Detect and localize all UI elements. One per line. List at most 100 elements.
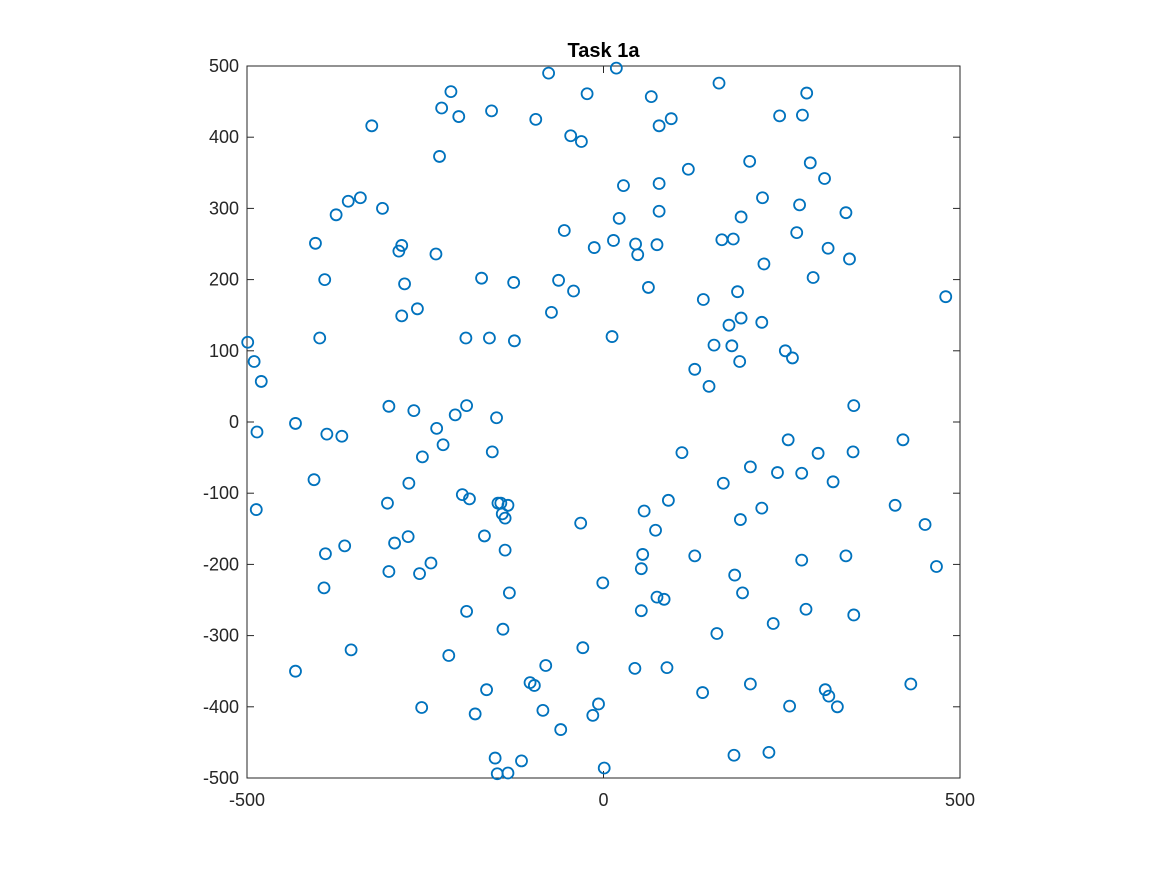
data-point — [249, 503, 263, 516]
data-point — [250, 425, 264, 439]
data-point — [733, 355, 747, 368]
data-point — [413, 567, 426, 581]
data-point — [576, 641, 590, 655]
data-point — [650, 590, 664, 604]
data-point — [743, 460, 757, 474]
data-point — [628, 661, 642, 675]
data-point — [605, 330, 619, 343]
data-point — [382, 565, 396, 578]
data-point — [536, 703, 550, 717]
data-point — [636, 548, 650, 561]
data-point — [515, 754, 528, 768]
data-point — [609, 61, 623, 75]
data-point — [688, 362, 702, 376]
data-point — [490, 411, 503, 425]
data-point — [557, 224, 571, 237]
data-point — [847, 608, 861, 622]
data-point — [696, 686, 710, 699]
data-point — [507, 276, 521, 289]
data-point — [529, 113, 543, 126]
data-point — [424, 556, 438, 570]
data-point — [612, 211, 626, 225]
data-point — [429, 247, 443, 261]
data-point — [545, 305, 558, 319]
data-point — [317, 581, 331, 595]
data-point — [896, 433, 910, 447]
data-point — [811, 446, 825, 460]
data-point — [318, 273, 332, 287]
chart-title: Task 1a — [568, 40, 641, 62]
data-point — [338, 539, 352, 553]
data-point — [289, 417, 302, 430]
data-point — [818, 172, 831, 185]
data-point — [527, 679, 541, 692]
data-point — [411, 302, 424, 316]
data-point — [918, 518, 932, 531]
data-point — [460, 399, 474, 413]
data-point — [607, 234, 620, 247]
data-point — [843, 252, 856, 266]
data-point — [382, 399, 396, 413]
data-point — [830, 700, 844, 714]
x-tick-label: 0 — [598, 790, 608, 810]
data-point — [415, 450, 429, 464]
data-point — [773, 109, 787, 123]
data-point — [452, 110, 466, 123]
data-point — [478, 529, 491, 543]
data-point — [795, 466, 809, 480]
data-point — [596, 576, 610, 590]
data-point — [790, 226, 804, 240]
data-point — [660, 661, 674, 675]
data-point — [650, 238, 664, 252]
data-point — [822, 689, 836, 703]
y-tick-label: 200 — [209, 270, 239, 290]
data-point — [631, 248, 645, 262]
data-point — [463, 492, 476, 506]
data-point — [786, 351, 799, 365]
data-point — [756, 191, 769, 205]
data-point — [696, 293, 710, 306]
data-point — [781, 433, 795, 447]
y-tick-label: 400 — [209, 127, 239, 147]
data-point — [722, 318, 736, 332]
data-point — [388, 536, 401, 550]
data-point — [329, 208, 343, 222]
y-tick-label: -500 — [203, 768, 239, 788]
data-point — [498, 543, 512, 557]
data-point — [459, 331, 473, 345]
data-point — [436, 438, 450, 452]
data-point — [402, 476, 416, 490]
y-tick-label: 0 — [229, 412, 239, 432]
data-point — [247, 355, 261, 368]
data-point — [728, 568, 742, 582]
data-point — [734, 311, 748, 325]
data-point — [771, 466, 784, 479]
data-point — [743, 677, 757, 691]
data-point — [542, 66, 555, 80]
data-point — [587, 241, 601, 254]
data-point — [344, 643, 358, 657]
data-point — [480, 683, 493, 697]
y-axis: 500 400 300 200 100 0 -100 -200 -300 -400 -500 — [203, 56, 960, 788]
data-point — [734, 210, 748, 224]
data-point — [888, 498, 902, 512]
data-point — [460, 604, 474, 618]
data-point — [435, 101, 449, 115]
data-point — [319, 547, 332, 561]
data-point — [702, 379, 716, 393]
data-point — [688, 549, 702, 563]
data-point — [657, 592, 671, 606]
y-tick-label: -200 — [203, 554, 239, 574]
data-point — [444, 85, 458, 99]
data-point — [727, 748, 741, 762]
y-tick-label: 500 — [209, 56, 239, 76]
data-point — [539, 659, 553, 672]
x-tick-label: -500 — [229, 790, 265, 810]
data-point — [574, 516, 588, 530]
data-point — [381, 496, 394, 510]
data-point — [580, 87, 594, 101]
data-point — [502, 586, 516, 600]
data-point — [475, 271, 488, 285]
data-point — [496, 622, 510, 636]
data-point — [847, 399, 861, 413]
